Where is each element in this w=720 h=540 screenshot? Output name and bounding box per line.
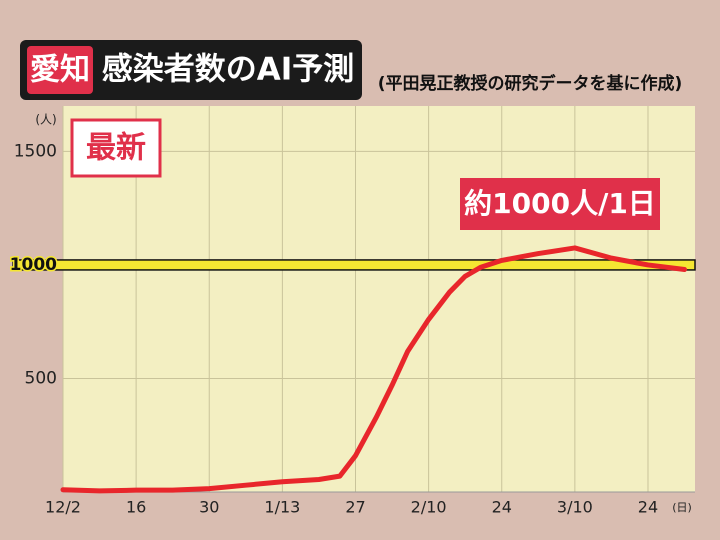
x-tick-label: 24 bbox=[492, 498, 512, 517]
x-tick-label: 12/2 bbox=[45, 498, 81, 517]
title-box bbox=[20, 40, 362, 100]
y-tick-label: 1000 bbox=[10, 255, 57, 275]
grid bbox=[62, 106, 695, 492]
y-tick-label: 500 bbox=[25, 368, 57, 388]
badge-box bbox=[27, 46, 93, 94]
tag-box bbox=[70, 118, 162, 178]
y-unit: (人) bbox=[35, 113, 56, 127]
plot-area bbox=[63, 106, 695, 492]
x-tick-label: 24 bbox=[638, 498, 658, 517]
y-tick-label: 1500 bbox=[14, 141, 57, 161]
x-tick-label: 3/10 bbox=[557, 498, 593, 517]
reference-line bbox=[12, 259, 696, 271]
badge: 愛知 bbox=[30, 53, 90, 88]
chart-title: 感染者数のAI予測 bbox=[102, 52, 355, 88]
chart-subtitle: (平田晃正教授の研究データを基に作成) bbox=[378, 73, 683, 94]
x-unit: (日) bbox=[672, 501, 692, 514]
x-tick-label: 16 bbox=[126, 498, 146, 517]
line bbox=[60, 245, 688, 494]
annotation-box bbox=[460, 178, 660, 230]
annotation: 約1000人/1日 bbox=[464, 187, 656, 220]
tag: 最新 bbox=[86, 131, 146, 166]
x-tick-label: 27 bbox=[345, 498, 365, 517]
x-tick-label: 30 bbox=[199, 498, 219, 517]
x-tick-label: 2/10 bbox=[411, 498, 447, 517]
x-tick-label: 1/13 bbox=[264, 498, 300, 517]
